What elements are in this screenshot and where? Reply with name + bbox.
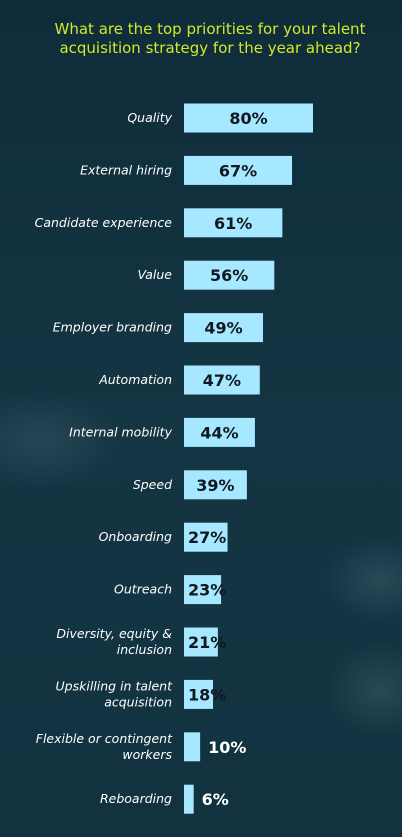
category-label-line: Internal mobility	[69, 424, 172, 439]
bar-14	[184, 784, 194, 814]
category-label: Value	[138, 267, 173, 282]
category-label-line: inclusion	[117, 642, 172, 657]
bar-9	[184, 522, 228, 552]
value-label: 67%	[219, 161, 257, 180]
category-label: Speed	[133, 477, 172, 492]
value-label: 27%	[188, 528, 226, 547]
bar-1	[184, 103, 313, 133]
bar-5	[184, 313, 264, 343]
category-label-line: Upskilling in talent	[56, 678, 174, 693]
value-label: 47%	[203, 371, 241, 390]
category-label-line: Onboarding	[99, 529, 172, 544]
value-label: 18%	[188, 685, 226, 704]
category-label-line: Employer branding	[53, 320, 172, 335]
bar-3	[184, 208, 283, 238]
category-label-line: Quality	[127, 110, 172, 125]
category-label-line: Candidate experience	[35, 215, 173, 230]
category-label: Reboarding	[100, 791, 172, 806]
chart-title: What are the top priorities for your tal…	[54, 20, 366, 57]
category-label-line: Automation	[98, 372, 172, 387]
bar-11	[184, 627, 218, 657]
category-label-line: Flexible or contingent	[36, 731, 173, 746]
bar-13	[184, 732, 201, 762]
bar-2	[184, 155, 293, 185]
category-label: Internal mobility	[69, 424, 172, 439]
value-label: 61%	[214, 214, 252, 233]
bar-6	[184, 365, 260, 395]
value-label: 80%	[229, 109, 267, 128]
category-label: Diversity, equity & inclusion	[56, 626, 172, 657]
bar-4	[184, 260, 275, 290]
category-label-line: Outreach	[114, 582, 172, 597]
bar-8	[184, 470, 247, 500]
category-label: Flexible or contingent workers	[36, 731, 173, 762]
value-label: 44%	[200, 423, 238, 442]
value-label: 10%	[208, 738, 246, 757]
category-label-line: Speed	[133, 477, 172, 492]
category-label: Automation	[98, 372, 172, 387]
category-label: External hiring	[80, 162, 172, 177]
value-label: 23%	[188, 581, 226, 600]
bar-12	[184, 679, 214, 709]
category-label: Outreach	[114, 582, 172, 597]
bar-7	[184, 417, 255, 447]
category-label: Onboarding	[99, 529, 172, 544]
category-label: Candidate experience	[35, 215, 173, 230]
value-label: 49%	[204, 319, 242, 338]
category-label: Upskilling in talent acquisition	[56, 678, 174, 709]
category-label-line: Reboarding	[100, 791, 172, 806]
category-label: Quality	[127, 110, 172, 125]
category-label: Employer branding	[53, 320, 172, 335]
bar-10	[184, 575, 222, 605]
value-label: 39%	[196, 476, 234, 495]
value-label: 56%	[210, 266, 248, 285]
category-label-line: workers	[122, 747, 172, 762]
category-label-line: Value	[138, 267, 173, 282]
category-label-line: acquisition	[104, 694, 172, 709]
value-label: 6%	[202, 790, 229, 809]
category-label-line: External hiring	[80, 162, 172, 177]
value-label: 21%	[188, 633, 226, 652]
category-label-line: Diversity, equity &	[56, 626, 172, 641]
